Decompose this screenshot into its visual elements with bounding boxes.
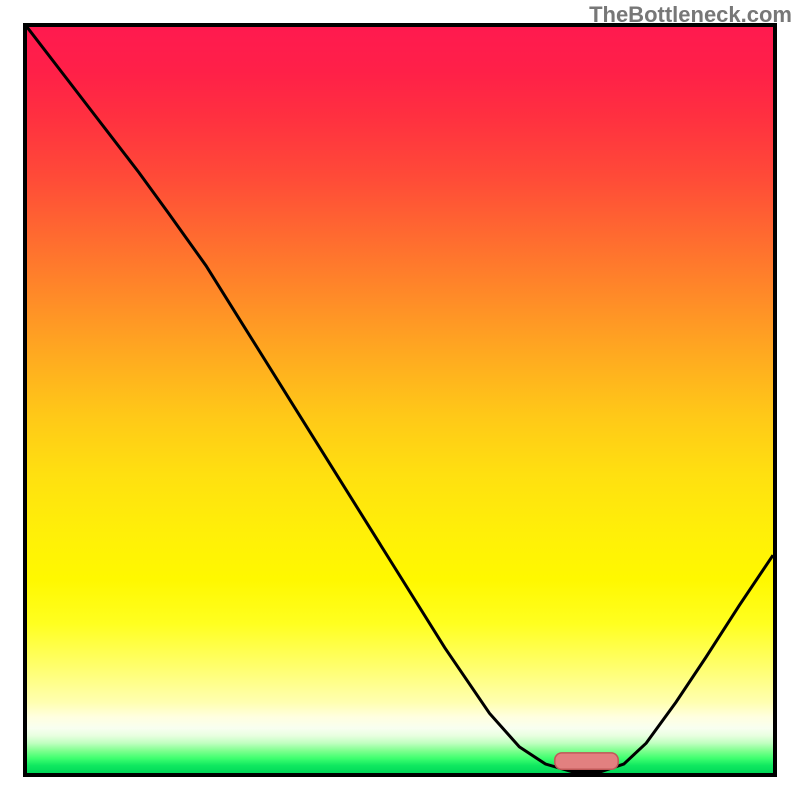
watermark-text: TheBottleneck.com <box>589 2 792 28</box>
optimal-marker <box>555 753 618 769</box>
bottleneck-chart <box>0 0 800 800</box>
chart-background <box>27 27 773 773</box>
chart-container: TheBottleneck.com <box>0 0 800 800</box>
